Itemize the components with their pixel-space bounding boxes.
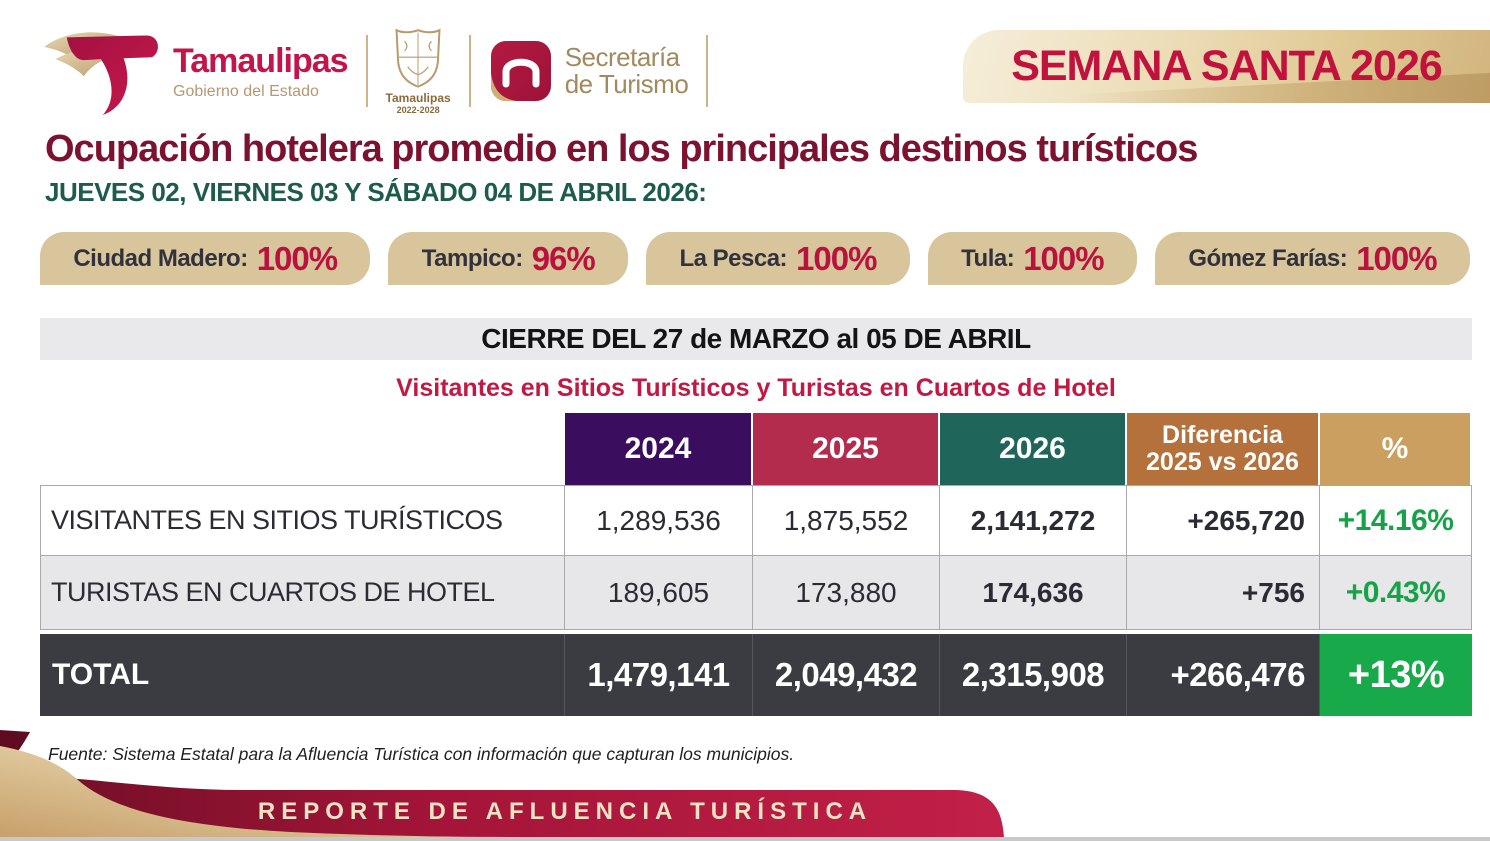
- page-subtitle: JUEVES 02, VIERNES 03 Y SÁBADO 04 DE ABR…: [45, 177, 707, 207]
- page-title: Ocupación hotelera promedio en los princ…: [45, 128, 1198, 170]
- tamaulipas-subtitle: Gobierno del Estado: [173, 82, 319, 100]
- tamaulipas-logo: Tamaulipas Gobierno del Estado: [35, 26, 349, 116]
- cell-diferencia: +756: [1127, 556, 1320, 630]
- cell-percent: +0.43%: [1320, 556, 1472, 630]
- total-2024: 1,479,141: [565, 634, 753, 716]
- badge-value: 100%: [1356, 239, 1437, 277]
- seal-caption: Tamaulipas: [385, 91, 451, 105]
- cell-2024: 1,289,536: [565, 485, 753, 556]
- turismo-icon: [490, 41, 551, 101]
- header-percent: %: [1320, 413, 1472, 485]
- table-title: Visitantes en Sitios Turísticos y Turist…: [396, 374, 1116, 402]
- cell-2026: 2,141,272: [940, 485, 1127, 556]
- badge-label: Ciudad Madero:: [73, 244, 248, 272]
- header-2026: 2026: [940, 413, 1127, 485]
- badge-ciudad-madero: Ciudad Madero: 100%: [40, 232, 371, 285]
- header-diferencia: Diferencia 2025 vs 2026: [1127, 413, 1320, 485]
- turismo-logo: Secretaría de Turismo: [489, 39, 689, 103]
- header-divider: [468, 35, 471, 107]
- badge-label: Tula:: [961, 244, 1015, 272]
- tamaulipas-name: Tamaulipas: [173, 41, 349, 80]
- total-2025: 2,049,432: [753, 634, 940, 716]
- tamaulipas-logo-text: Tamaulipas Gobierno del Estado: [173, 41, 349, 101]
- tamaulipas-eagle-icon: [44, 32, 158, 116]
- footer-tan-swoosh: [0, 746, 520, 837]
- header-2025: 2025: [753, 413, 940, 485]
- row-label-turistas: TURISTAS EN CUARTOS DE HOTEL: [40, 556, 565, 630]
- cell-2026: 174,636: [940, 556, 1127, 630]
- semana-santa-banner: SEMANA SANTA 2026: [963, 30, 1490, 103]
- table-spacer: [40, 630, 1472, 634]
- seal-years: 2022-2028: [396, 105, 440, 115]
- header-2024: 2024: [565, 413, 753, 485]
- source-note: Fuente: Sistema Estatal para la Afluenci…: [48, 744, 795, 764]
- header-diferencia-line1: Diferencia: [1162, 421, 1283, 449]
- footer-bar-title: REPORTE DE AFLUENCIA TURÍSTICA: [257, 798, 873, 825]
- badge-value: 100%: [256, 239, 338, 277]
- footer-baseline: [0, 837, 1490, 841]
- badge-label: La Pesca:: [679, 244, 788, 272]
- badge-label: Tampico:: [421, 244, 523, 272]
- row-label-visitantes: VISITANTES EN SITIOS TURÍSTICOS: [40, 485, 565, 556]
- total-percent: +13%: [1320, 634, 1472, 716]
- header-blank-cell: [40, 413, 565, 485]
- cell-percent: +14.16%: [1320, 485, 1472, 556]
- total-diferencia: +266,476: [1127, 634, 1320, 716]
- cell-2025: 1,875,552: [753, 485, 940, 556]
- badge-tula: Tula: 100%: [927, 232, 1137, 285]
- occupancy-badges: Ciudad Madero: 100% Tampico: 96% La Pesc…: [40, 232, 1470, 285]
- badge-value: 100%: [796, 239, 877, 277]
- badge-gomez-farias: Gómez Farías: 100%: [1154, 232, 1470, 285]
- state-seal-icon: [395, 28, 441, 88]
- header-logo-strip: Tamaulipas Gobierno del Estado Tamaulipa…: [35, 26, 709, 116]
- semana-santa-banner-text: SEMANA SANTA 2026: [1011, 42, 1443, 90]
- badge-la-pesca: La Pesca: 100%: [646, 232, 910, 285]
- turismo-line2: de Turismo: [564, 69, 689, 99]
- badge-tampico: Tampico: 96%: [388, 232, 629, 285]
- footer-decoration: [0, 730, 1490, 841]
- period-bar: CIERRE DEL 27 de MARZO al 05 DE ABRIL: [40, 318, 1472, 360]
- state-seal: Tamaulipas 2022-2028: [386, 27, 451, 115]
- header-divider: [365, 35, 368, 107]
- header-diferencia-line2: 2025 vs 2026: [1146, 448, 1299, 476]
- turismo-line1: Secretaría: [564, 41, 680, 72]
- visitors-table: 2024 2025 2026 Diferencia 2025 vs 2026 %…: [40, 413, 1472, 716]
- total-label: TOTAL: [40, 634, 565, 716]
- header-divider: [706, 35, 709, 107]
- cell-2025: 173,880: [753, 556, 940, 630]
- badge-value: 96%: [531, 239, 596, 277]
- badge-value: 100%: [1023, 239, 1104, 277]
- footer-maroon-bar: [0, 775, 1004, 837]
- total-2026: 2,315,908: [940, 634, 1127, 716]
- turismo-logo-text: Secretaría de Turismo: [564, 41, 689, 99]
- badge-label: Gómez Farías:: [1188, 244, 1348, 272]
- cell-2024: 189,605: [565, 556, 753, 630]
- cell-diferencia: +265,720: [1127, 485, 1320, 556]
